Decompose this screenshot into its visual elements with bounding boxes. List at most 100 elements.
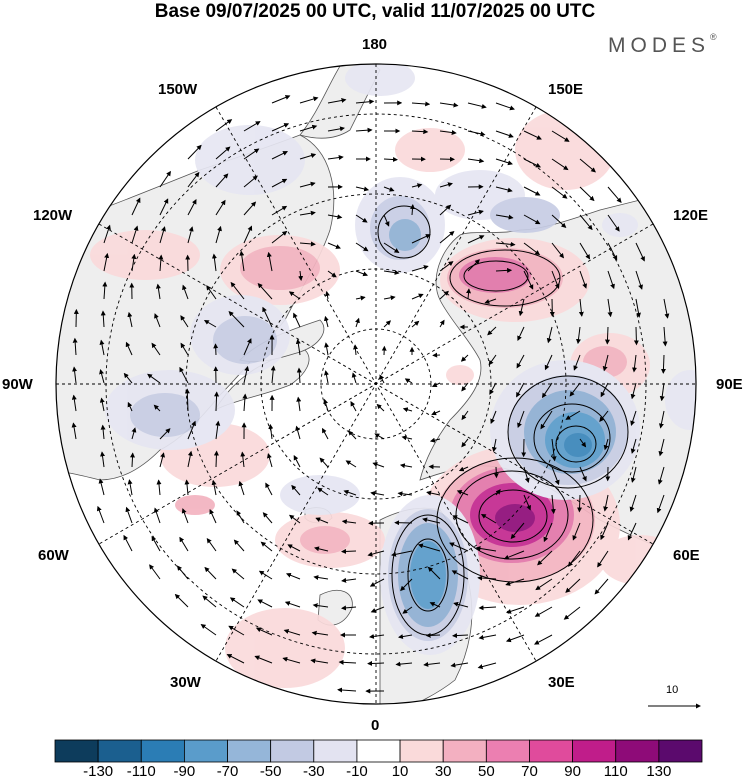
wind-vector-arrow [411,234,431,244]
wind-vector-arrow [439,204,452,216]
wind-vector-arrow [467,209,484,216]
colorbar-tick-label: -50 [259,763,282,780]
wind-vector-arrow [355,295,366,301]
wind-vector-arrow [551,158,569,171]
wind-vector-arrow [236,510,245,524]
wind-vector-arrow [147,373,161,384]
wind-vector-arrow [100,310,106,328]
wind-vector-arrow [181,508,189,524]
wind-vector-arrow [431,382,441,387]
wind-vector-arrow [131,225,139,244]
wind-vector-arrow [299,153,317,160]
wind-vector-arrow [233,539,245,552]
wind-vector-arrow [369,578,385,587]
wind-vector-arrow [607,270,615,290]
lon-label-180: 180 [362,36,388,53]
wind-vector-arrow [607,214,620,232]
wind-vector-arrow [202,595,217,608]
wind-vector-arrow [149,564,161,580]
wind-vector-arrow [265,482,273,496]
wind-vector-arrow [600,382,609,398]
wind-vector-arrow [317,487,329,496]
wind-vector-arrow [129,452,135,468]
wind-vector-arrow [315,517,329,524]
wind-vector-arrow [243,201,257,216]
wind-vector-arrow [417,543,441,552]
wind-vector-arrow [327,214,343,220]
wind-vector-arrow [72,366,78,384]
wind-vector-arrow [541,382,553,399]
anomaly-shading [90,64,696,688]
wind-vector-arrow [295,425,301,440]
wind-vector-arrow [523,466,530,484]
colorbar-tick-label: 70 [521,763,538,780]
wind-vector-arrow [461,410,469,421]
wind-vector-arrow [260,541,273,552]
wind-vector-arrow [439,261,454,272]
wind-vector-arrow [579,270,588,289]
wind-vector-arrow [429,602,441,608]
wind-vector-arrow [629,494,637,513]
wind-vector-arrow [607,242,618,261]
wind-vector-arrow [369,633,385,639]
wind-vector-arrow [372,462,385,468]
wind-vector-arrow [456,490,469,496]
wind-vector-arrow [429,437,441,443]
wind-vector-arrow [187,420,196,440]
wind-vector-arrow [439,102,459,108]
wind-vector-arrow [658,410,665,429]
colorbar-tick-label: -130 [83,763,114,780]
colorbar-tick-label: -10 [346,763,368,780]
wind-vector-arrow [341,519,357,525]
wind-vector-arrow [478,634,497,640]
wind-vector-arrow [660,354,666,374]
wind-vector-arrow [159,170,171,188]
wind-vector-arrow [460,354,469,362]
wind-vector-arrow [211,253,217,272]
wind-vector-arrow [151,535,161,552]
wind-vector-arrow [607,186,622,203]
wind-vector-arrow [180,342,189,356]
wind-vector-arrow [327,97,347,104]
wind-vector-arrow [238,480,245,496]
wind-vector-arrow [243,225,253,244]
wind-vector-arrow [411,320,420,328]
wind-vector-arrow [298,270,304,281]
wind-vector-arrow [314,546,329,552]
wind-vector-arrow [517,326,525,342]
wind-vector-arrow [214,391,220,412]
wind-vector-arrow [461,382,469,392]
wind-vector-arrow [243,365,250,384]
wind-vector-arrow [523,270,534,290]
colorbar-tick-label: -30 [302,763,325,780]
wind-vector-arrow [518,298,525,317]
wind-vector-arrow [635,298,641,318]
colorbar-tick-label: 30 [434,763,452,780]
wind-vector-arrow [299,96,319,104]
wind-vector-arrow [271,151,288,160]
wind-vector-arrow [215,420,221,440]
wind-vector-arrow [600,522,609,541]
wind-vector-arrow [182,284,189,300]
wind-vector-arrow [391,550,413,557]
wind-vector-arrow [299,181,316,188]
wind-vector-arrow [337,687,357,693]
wind-vector-arrow [271,205,288,216]
wind-vector-arrow [565,578,581,593]
wind-vector-arrow [540,410,553,430]
wind-vector-arrow [503,550,525,560]
wind-vector-arrow [127,401,133,412]
lon-label-60w: 60W [38,547,69,564]
wind-vector-arrow [345,460,357,468]
wind-vector-arrow [551,270,560,290]
wind-vector-arrow [477,575,497,581]
wind-vector-arrow [350,401,357,412]
wind-vector-arrow [505,578,525,586]
wind-vector-arrow [402,407,413,413]
wind-vector-arrow [213,343,219,356]
wind-vector-arrow [488,354,497,366]
wind-vector-arrow [271,178,288,188]
wind-vector-arrow [495,130,514,138]
wind-vector-arrow [544,354,553,371]
wind-vector-arrow [100,451,106,468]
